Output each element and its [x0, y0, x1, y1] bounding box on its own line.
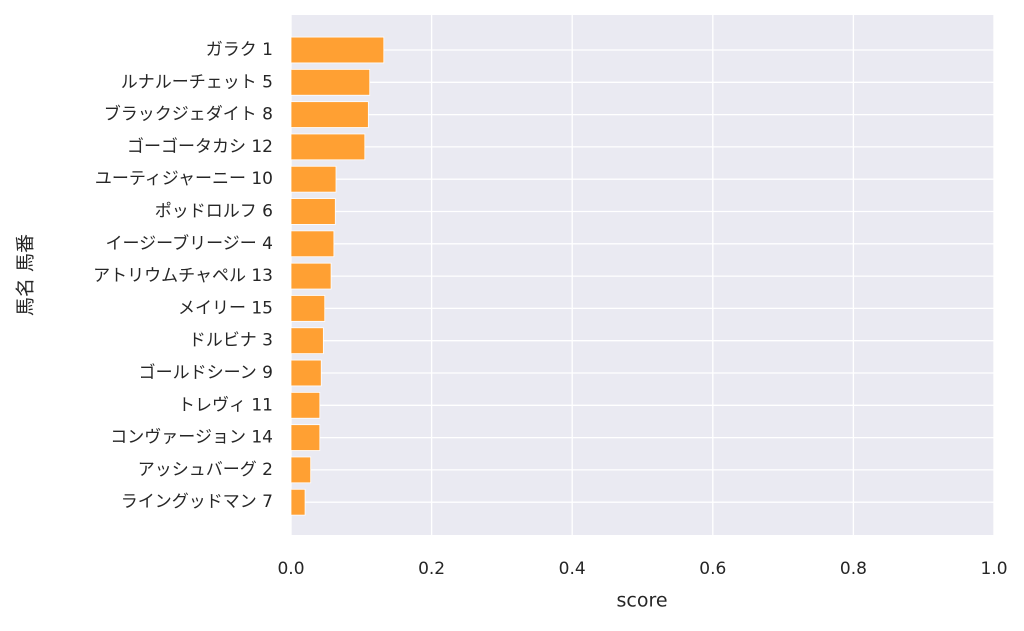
- x-tick-label: 0.2: [418, 559, 445, 579]
- bar: [290, 165, 337, 193]
- plot-area: [291, 15, 994, 535]
- y-tick-label: ルナルーチェット 5: [121, 72, 273, 92]
- x-tick-label: 0.8: [840, 559, 867, 579]
- x-axis-label: score: [616, 590, 667, 612]
- bar: [290, 456, 312, 484]
- bar: [290, 36, 385, 64]
- bar: [290, 101, 369, 128]
- y-tick-label: アッシュバーグ 2: [138, 460, 273, 480]
- y-tick-label: ゴーゴータカシ 12: [127, 136, 273, 157]
- y-tick-label: ブラックジェダイト 8: [104, 104, 273, 125]
- bar: [290, 424, 321, 451]
- y-tick-label: ユーティジャーニー 10: [95, 169, 273, 189]
- x-tick-label: 0.0: [277, 559, 304, 579]
- y-tick-label: メイリー 15: [178, 298, 273, 318]
- y-tick-label: トレヴィ 11: [178, 395, 273, 415]
- y-tick-label: ドルビナ 3: [189, 331, 273, 351]
- y-tick-label: ポッドロルフ 6: [155, 202, 273, 222]
- bar: [290, 198, 336, 225]
- y-tick-label: ガラク 1: [206, 40, 273, 60]
- y-tick-label: ライングッドマン 7: [121, 492, 273, 512]
- bar: [290, 133, 366, 161]
- bar: [290, 230, 335, 258]
- bar: [290, 262, 332, 290]
- y-tick-label: ゴールドシーン 9: [139, 362, 273, 383]
- bar: [290, 359, 322, 387]
- y-tick-label: コンヴァージョン 14: [110, 428, 273, 448]
- y-tick-label: イージーブリージー 4: [105, 233, 273, 254]
- bar: [290, 488, 306, 516]
- x-tick-label: 1.0: [980, 559, 1007, 579]
- x-tick-label: 0.6: [699, 559, 726, 579]
- bar: [290, 327, 324, 355]
- x-tick-label: 0.4: [559, 559, 586, 579]
- bar: [290, 68, 371, 96]
- y-tick-label: アトリウムチャペル 13: [93, 266, 273, 286]
- bar: [290, 391, 321, 419]
- y-axis-label: 馬名 馬番: [15, 234, 37, 316]
- bar: [290, 295, 326, 322]
